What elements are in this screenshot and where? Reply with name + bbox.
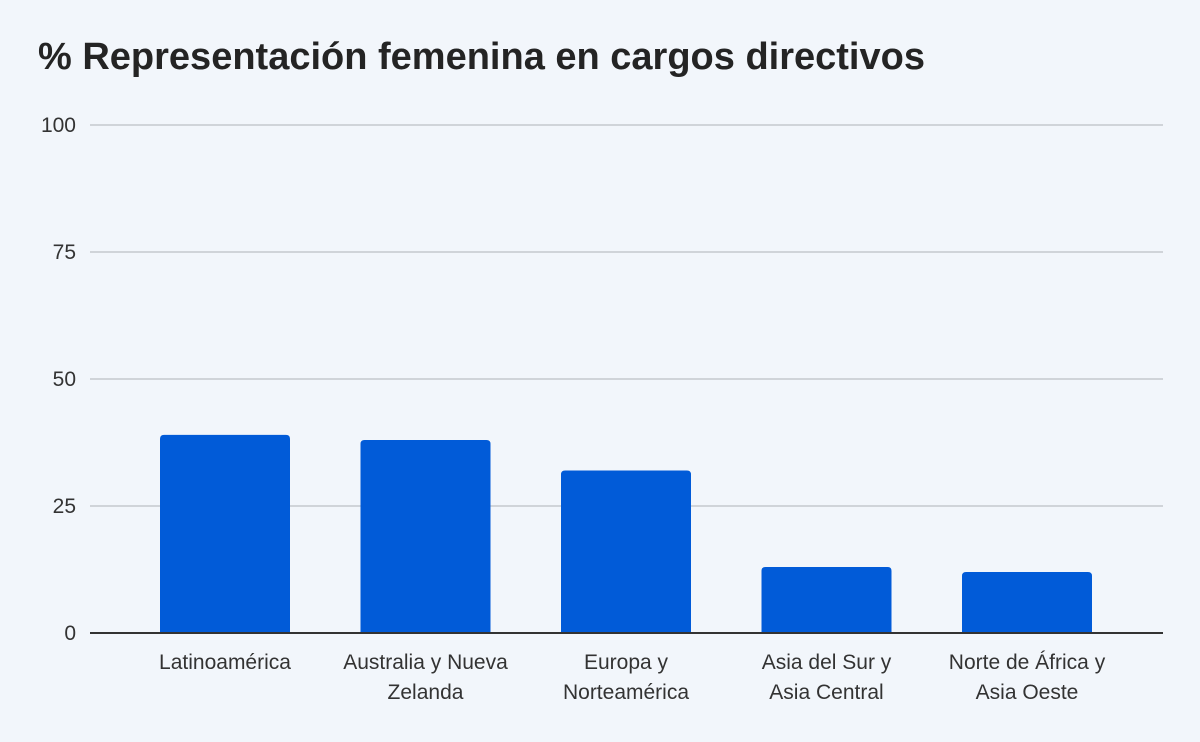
x-tick-label-line: Norteamérica bbox=[563, 681, 689, 704]
x-tick-label-line: Norte de África y bbox=[949, 651, 1106, 674]
x-tick-label-1: Australia y Nueva Zelanda bbox=[343, 651, 508, 704]
x-tick-label-0: Latinoamérica bbox=[159, 651, 291, 674]
bar-2 bbox=[561, 470, 691, 633]
y-tick-label-0: 0 bbox=[64, 622, 76, 645]
chart-title: % Representación femenina en cargos dire… bbox=[38, 36, 925, 78]
x-tick-label-2: Europa y Norteamérica bbox=[563, 651, 689, 704]
bar-4 bbox=[962, 572, 1092, 633]
x-tick-label-line: Australia y Nueva bbox=[343, 651, 508, 674]
x-tick-label-line: Europa y bbox=[584, 651, 669, 674]
x-tick-label-line: Latinoamérica bbox=[159, 651, 291, 674]
x-tick-label-line: Asia Central bbox=[769, 681, 883, 704]
bar-1 bbox=[360, 439, 491, 633]
bar-0 bbox=[160, 434, 290, 633]
y-tick-label-25: 25 bbox=[53, 495, 76, 518]
x-tick-label-line: Zelanda bbox=[388, 681, 464, 704]
x-tick-label-line: Asia del Sur y bbox=[762, 651, 892, 674]
bar-3 bbox=[761, 566, 892, 633]
x-tick-label-3: Asia del Sur y Asia Central bbox=[762, 651, 892, 704]
y-tick-label-75: 75 bbox=[53, 241, 76, 264]
y-tick-label-50: 50 bbox=[53, 368, 76, 391]
y-tick-label-100: 100 bbox=[41, 114, 76, 137]
x-tick-label-4: Norte de África y Asia Oeste bbox=[949, 651, 1106, 704]
x-tick-label-line: Asia Oeste bbox=[976, 681, 1079, 704]
